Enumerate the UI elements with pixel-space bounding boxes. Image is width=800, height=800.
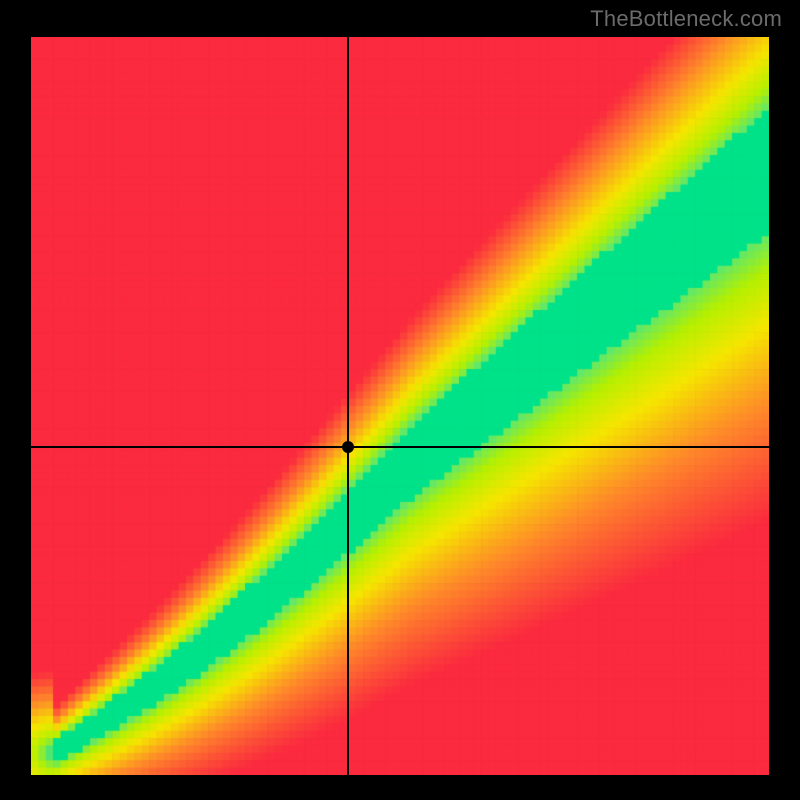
bottleneck-heatmap (31, 37, 769, 775)
crosshair-marker (342, 441, 354, 453)
crosshair-horizontal (31, 446, 769, 448)
watermark-text: TheBottleneck.com (590, 6, 782, 32)
crosshair-vertical (347, 37, 349, 775)
